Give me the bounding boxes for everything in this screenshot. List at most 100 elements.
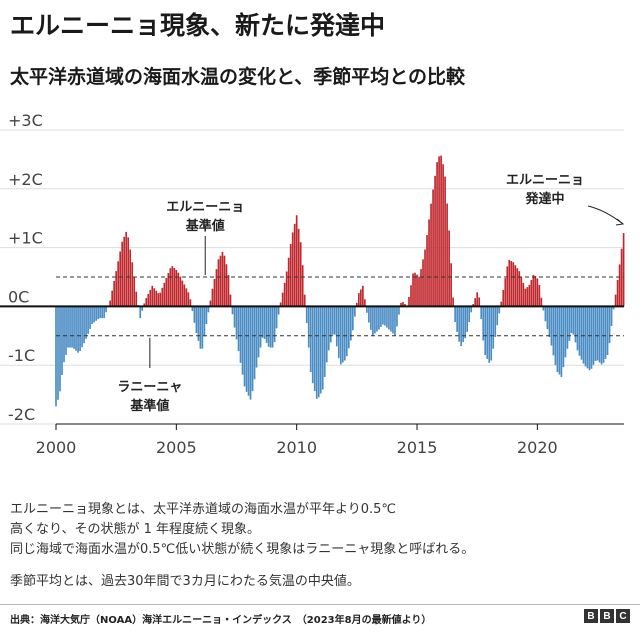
- bbc-logo-letter: C: [616, 609, 630, 623]
- anomaly-bar: [602, 306, 605, 363]
- anomaly-bar: [412, 273, 414, 307]
- anomaly-bar: [283, 282, 286, 307]
- anomaly-bar: [83, 306, 85, 344]
- anomaly-bar: [536, 278, 539, 307]
- anomaly-bar: [275, 306, 278, 329]
- explanation-notes: エルニーニョ現象とは、太平洋赤道域の海面水温が平年より0.5℃ 高くなり、その状…: [10, 500, 630, 592]
- anomaly-bar: [313, 306, 316, 392]
- page-title: エルニーニョ現象、新たに発達中: [10, 11, 386, 40]
- y-tick-label: +3C: [8, 112, 43, 130]
- anomaly-bar: [69, 306, 71, 348]
- anomaly-bar: [478, 297, 481, 307]
- anomaly-bar: [458, 306, 460, 342]
- anomaly-bar: [333, 306, 336, 335]
- anomaly-bar: [608, 306, 611, 344]
- anomaly-bar: [510, 261, 513, 307]
- anomaly-bar: [195, 306, 198, 334]
- anomaly-bar: [430, 203, 432, 307]
- footer-divider: [0, 604, 640, 605]
- note-line-1: エルニーニョ現象とは、太平洋赤道域の海面水温が平年より0.5℃: [10, 502, 397, 517]
- anomaly-bar: [171, 266, 174, 307]
- sst-anomaly-chart: +3C +2C +1C 0C -1C -2C 2000 2005 2010 2015 2020 エ…: [0, 112, 625, 457]
- anomaly-bar: [285, 271, 288, 307]
- el-nino-developing-arrow: [587, 205, 624, 225]
- anomaly-bar: [460, 306, 462, 346]
- anomaly-bar: [466, 306, 468, 332]
- anomaly-bar: [345, 306, 348, 357]
- anomaly-bar: [111, 290, 113, 307]
- anomaly-bar: [494, 306, 497, 337]
- anomaly-bar: [366, 306, 368, 313]
- anomaly-bar: [488, 306, 491, 363]
- anomaly-bar: [163, 282, 166, 307]
- anomaly-bar: [596, 306, 599, 361]
- la-nina-threshold-label: ラニーニャ: [117, 380, 182, 395]
- anomaly-bar: [464, 306, 466, 339]
- anomaly-bar: [305, 306, 308, 324]
- anomaly-bar: [179, 276, 182, 307]
- anomaly-bar: [598, 306, 601, 363]
- anomaly-bar: [524, 288, 527, 307]
- anomaly-bar: [612, 306, 615, 310]
- anomaly-bar: [151, 285, 154, 307]
- anomaly-bar: [512, 262, 515, 307]
- anomaly-bar: [273, 306, 276, 343]
- anomaly-bar: [281, 292, 284, 307]
- anomaly-bar: [438, 156, 440, 307]
- anomaly-bar: [177, 272, 180, 307]
- anomaly-bar: [101, 306, 103, 319]
- anomaly-bar: [558, 306, 561, 375]
- anomaly-bar: [584, 306, 587, 367]
- anomaly-bar: [424, 249, 426, 307]
- anomaly-bar: [309, 306, 312, 373]
- anomaly-bar: [265, 306, 268, 343]
- anomaly-bar: [109, 300, 111, 307]
- anomaly-bar: [454, 306, 456, 323]
- anomaly-bar: [325, 306, 328, 363]
- anomaly-bar: [586, 306, 589, 369]
- anomaly-bar: [540, 297, 543, 307]
- anomaly-bar: [139, 306, 142, 319]
- anomaly-bar: [159, 292, 162, 307]
- anomaly-bar: [269, 306, 272, 348]
- anomaly-bar: [187, 292, 190, 307]
- x-tick-label: 2000: [36, 438, 77, 457]
- anomaly-bar: [235, 306, 238, 340]
- anomaly-bar: [249, 306, 252, 400]
- anomaly-bar: [606, 306, 609, 356]
- anomaly-bar: [356, 302, 358, 307]
- anomaly-bar: [504, 278, 507, 307]
- bbc-logo-letter: B: [600, 609, 614, 623]
- anomaly-bar: [233, 306, 236, 328]
- anomaly-bar: [420, 269, 422, 307]
- anomaly-bar: [386, 306, 388, 328]
- anomaly-bar: [472, 304, 475, 307]
- anomaly-bar: [263, 306, 266, 339]
- anomaly-bar: [372, 306, 374, 336]
- anomaly-bar: [117, 261, 120, 307]
- el-nino-developing-label: 発達中: [524, 191, 564, 207]
- anomaly-bar: [492, 306, 495, 349]
- anomaly-bar: [207, 306, 210, 313]
- anomaly-bar: [432, 189, 434, 307]
- anomaly-bar: [221, 252, 224, 307]
- anomaly-bar: [185, 288, 188, 307]
- anomaly-bar: [147, 293, 150, 307]
- anomaly-bar: [253, 306, 256, 380]
- anomaly-bar: [277, 306, 280, 315]
- anomaly-bar: [414, 272, 416, 307]
- anomaly-bar: [582, 306, 585, 364]
- anomaly-bar: [480, 306, 483, 319]
- anomaly-bar: [474, 298, 477, 307]
- anomaly-bar: [530, 279, 533, 307]
- anomaly-bar: [289, 244, 292, 307]
- anomaly-bar: [470, 306, 473, 313]
- anomaly-bar: [546, 306, 549, 330]
- anomaly-bar: [600, 306, 603, 365]
- anomaly-bar: [319, 306, 322, 394]
- page-subtitle: 太平洋赤道域の海面水温の変化と、季節平均との比較: [10, 66, 466, 88]
- anomaly-bar: [354, 306, 356, 317]
- anomaly-bar: [67, 306, 69, 348]
- anomaly-bar: [364, 299, 366, 307]
- anomaly-bar: [614, 294, 617, 307]
